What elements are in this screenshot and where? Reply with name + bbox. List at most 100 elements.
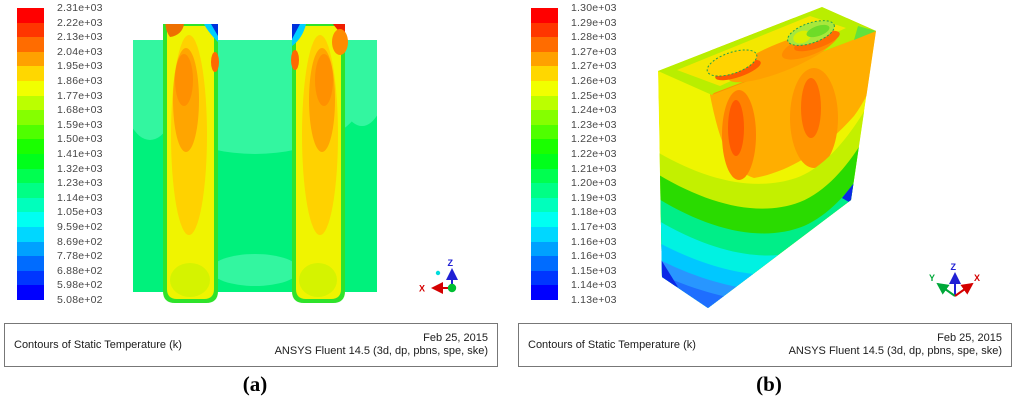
colorbar-band (531, 197, 558, 213)
colorbar-band (531, 80, 558, 96)
colorbar-band (17, 285, 44, 300)
legend-value: 1.41e+03 (57, 148, 103, 160)
colorbar-band (531, 22, 558, 38)
legend-value: 6.88e+02 (57, 264, 103, 277)
x-axis-label: X (419, 284, 425, 294)
colorbar-band (17, 197, 44, 213)
colorbar-band (17, 139, 44, 154)
colorbar-band (17, 183, 44, 198)
colorbar-band (17, 37, 44, 52)
z-axis-label: Z (448, 258, 454, 268)
colorbar-band (531, 37, 558, 52)
y-axis-label: Y (929, 273, 935, 283)
colorbar-band (17, 8, 44, 23)
legend-value: 1.18e+03 (571, 206, 617, 219)
y-axis-arrow (936, 282, 956, 297)
colorbar-band (531, 285, 558, 300)
legend-value: 1.20e+03 (571, 177, 617, 190)
colorbar-band (531, 212, 558, 227)
colorbar-band (531, 183, 558, 198)
x-axis-arrow (954, 282, 974, 297)
z-axis-label: Z (951, 262, 957, 272)
legend-value: 2.04e+03 (57, 45, 103, 58)
panel-b: 1.30e+03 1.29e+03 1.28e+03 1.27e+03 1.27e+03… (514, 0, 1024, 408)
colorbar-band (17, 270, 44, 286)
colorbar-band (531, 51, 558, 67)
legend-value: 1.23e+03 (571, 118, 617, 131)
legend-value: 1.50e+03 (57, 133, 103, 146)
legend-value: 2.31e+03 (57, 2, 103, 14)
legend-value: 5.08e+02 (57, 294, 103, 306)
colorbar-band (531, 226, 558, 242)
figure-label-b: (b) (756, 372, 782, 396)
caption-date-b: Feb 25, 2015 (937, 331, 1002, 344)
legend-value: 1.27e+03 (571, 45, 617, 58)
panel-a: 2.31e+03 2.22e+03 2.13e+03 2.04e+03 1.95e+03… (0, 0, 510, 408)
figure-label-a: (a) (242, 372, 268, 396)
legend-value: 1.22e+03 (571, 148, 617, 160)
legend-value: 9.59e+02 (57, 221, 103, 233)
colorbar-band (17, 241, 44, 257)
legend-value: 1.25e+03 (571, 89, 617, 102)
legend-value: 1.68e+03 (57, 104, 103, 117)
colorbar-band (531, 95, 558, 111)
colorbar-band (531, 241, 558, 257)
legend-value: 1.16e+03 (571, 250, 617, 263)
colorbar-band (531, 168, 558, 184)
colorbar-band (17, 256, 44, 271)
contour-plot-a: X Z (133, 24, 458, 303)
cold-corner (842, 183, 854, 205)
legend-value: 1.77e+03 (57, 89, 103, 102)
legend-value: 5.98e+02 (57, 279, 103, 292)
burner-port-left (706, 49, 758, 77)
legend-value: 1.22e+03 (571, 133, 617, 146)
legend-value: 1.59e+03 (57, 118, 103, 131)
legend-value: 7.78e+02 (57, 250, 103, 263)
caption-meta-b: Feb 25, 2015 ANSYS Fluent 14.5 (3d, dp, … (789, 332, 1002, 359)
legend-value: 1.13e+03 (571, 294, 617, 306)
caption-box-a: Contours of Static Temperature (k) Feb 2… (4, 323, 498, 367)
x-axis-label: X (974, 273, 980, 283)
legend-value: 1.24e+03 (571, 104, 617, 117)
caption-title-b: Contours of Static Temperature (k) (528, 339, 696, 351)
colorbar-band (531, 153, 558, 169)
colorbar-band (531, 139, 558, 154)
colorbar-band (17, 66, 44, 81)
colorbar-band (17, 22, 44, 38)
colorbar-band (531, 8, 558, 23)
legend-value: 1.19e+03 (571, 191, 617, 204)
caption-software-a: ANSYS Fluent 14.5 (3d, dp, pbns, spe, sk… (274, 345, 488, 357)
legend-value: 2.13e+03 (57, 31, 103, 44)
legend-value: 1.16e+03 (571, 235, 617, 248)
caption-box-b: Contours of Static Temperature (k) Feb 2… (518, 323, 1012, 367)
legend-value: 1.23e+03 (57, 177, 103, 190)
colorbar-band (531, 110, 558, 125)
legend-value: 1.17e+03 (571, 221, 617, 233)
colorbar-band (17, 212, 44, 227)
caption-title-a: Contours of Static Temperature (k) (14, 339, 182, 351)
legend-value: 1.86e+03 (57, 75, 103, 87)
contour-plot-b: Z Y X (658, 7, 980, 308)
axis-triad-a: X Z (419, 258, 458, 294)
burner-column-right (291, 24, 348, 303)
legend-value: 1.28e+03 (571, 31, 617, 44)
colorbar-band (17, 226, 44, 242)
axis-triad-b: Z Y X (929, 262, 980, 297)
legend-value: 1.14e+03 (571, 279, 617, 292)
colorbar-band (531, 256, 558, 271)
legend-value: 1.21e+03 (571, 162, 617, 175)
colorbar-band (531, 270, 558, 286)
caption-date-a: Feb 25, 2015 (423, 331, 488, 344)
legend-value: 1.29e+03 (571, 16, 617, 29)
legend-value: 1.32e+03 (57, 162, 103, 175)
colorbar-band (531, 124, 558, 140)
y-axis-dot (447, 283, 457, 293)
colorbar-b (531, 8, 558, 300)
colorbar-band (17, 95, 44, 111)
slab-top-face (658, 7, 876, 95)
legend-value: 2.22e+03 (57, 16, 103, 29)
colorbar-band (17, 110, 44, 125)
colorbar-band (17, 124, 44, 140)
caption-meta-a: Feb 25, 2015 ANSYS Fluent 14.5 (3d, dp, … (275, 332, 488, 359)
colorbar-band (17, 80, 44, 96)
